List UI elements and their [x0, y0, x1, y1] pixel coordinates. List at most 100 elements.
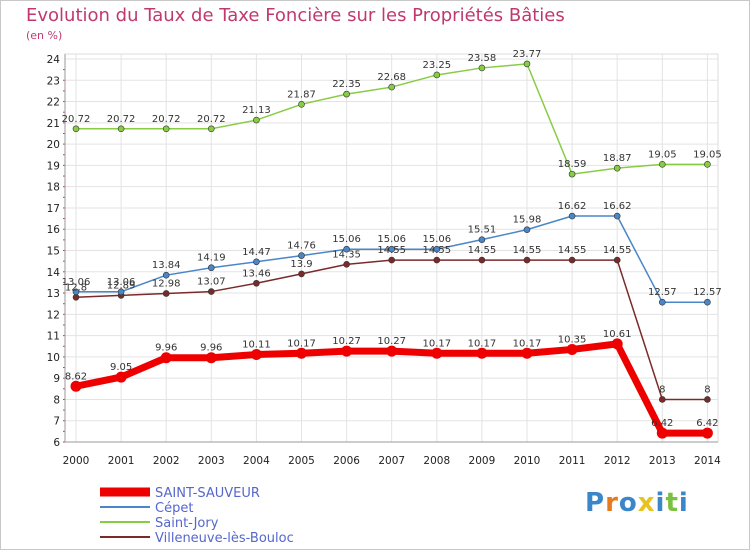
data-label: 9.96: [200, 343, 222, 354]
data-label: 14.19: [197, 253, 226, 264]
legend-label: Villeneuve-lès-Bouloc: [155, 531, 294, 546]
data-label: 19.05: [648, 149, 677, 160]
data-label: 13.9: [290, 259, 312, 270]
data-point: [613, 256, 621, 264]
x-tick-label: 2000: [63, 455, 90, 467]
data-label: 12.89: [107, 280, 136, 291]
y-tick-label: 15: [47, 246, 60, 258]
legend-label: SAINT-SAUVEUR: [155, 486, 260, 501]
data-label: 15.06: [377, 234, 406, 245]
data-label: 21.87: [287, 89, 316, 100]
data-point: [704, 396, 711, 403]
data-label: 20.72: [152, 114, 181, 125]
logo-letter: i: [678, 488, 689, 518]
data-point: [521, 347, 533, 359]
y-tick-label: 10: [47, 352, 60, 364]
data-label: 14.55: [603, 245, 632, 256]
data-point: [388, 256, 396, 264]
data-point: [162, 290, 170, 297]
y-tick-label: 16: [47, 224, 61, 236]
data-label: 13.07: [197, 277, 226, 288]
data-point: [386, 345, 398, 357]
logo-letter: P: [585, 488, 606, 518]
y-tick-label: 9: [53, 373, 60, 385]
logo-letter: o: [618, 488, 638, 518]
data-point: [296, 347, 307, 359]
y-tick-label: 19: [47, 160, 60, 172]
data-point: [341, 345, 353, 357]
proxiti-logo: Proxiti: [585, 488, 689, 518]
data-label: 13.06: [62, 277, 91, 288]
data-point: [388, 245, 396, 253]
data-label: 10.27: [332, 336, 361, 347]
y-tick-label: 21: [47, 118, 60, 130]
data-label: 8: [659, 384, 665, 395]
logo-letter: i: [655, 488, 666, 518]
data-point: [523, 226, 531, 233]
data-point: [568, 256, 576, 264]
data-label: 14.55: [422, 245, 451, 256]
data-label: 23.77: [513, 49, 542, 60]
data-point: [250, 349, 262, 361]
y-tick-label: 13: [47, 288, 60, 300]
y-tick-label: 24: [47, 54, 61, 66]
data-label: 10.17: [422, 338, 451, 349]
legend-label: Cépet: [155, 501, 193, 516]
data-point: [476, 347, 488, 359]
x-tick-label: 2006: [333, 455, 360, 467]
data-label: 16.62: [603, 201, 632, 212]
data-point: [117, 125, 125, 133]
data-label: 14.55: [377, 245, 406, 256]
y-tick-label: 18: [47, 182, 60, 194]
data-point: [613, 212, 621, 220]
data-label: 10.17: [468, 338, 497, 349]
data-label: 23.25: [422, 60, 451, 71]
legend: SAINT-SAUVEURCépetSaint-JoryVilleneuve-l…: [100, 486, 294, 546]
data-point: [72, 288, 80, 296]
data-label: 14.55: [468, 245, 497, 256]
y-tick-label: 8: [53, 394, 60, 406]
y-tick-label: 22: [47, 97, 60, 109]
axes: 6 7 8 9 10 11 12 13 14 15 16 17 18 19 20 21 22 23 24 2000 20…: [47, 54, 721, 467]
x-tick-label: 2012: [604, 455, 631, 467]
data-label: 9.05: [110, 362, 132, 373]
data-label: 20.72: [107, 114, 136, 125]
data-label: 18.87: [603, 153, 632, 164]
data-point: [70, 380, 82, 392]
data-point: [72, 294, 80, 301]
data-label: 15.06: [332, 234, 361, 245]
y-tick-label: 6: [53, 437, 60, 449]
data-point: [523, 256, 531, 264]
data-point: [613, 164, 621, 172]
data-point: [611, 338, 623, 350]
data-label: 14.35: [332, 249, 361, 260]
data-point: [117, 288, 125, 296]
x-tick-label: 2007: [378, 455, 405, 467]
x-tick-label: 2013: [649, 455, 676, 467]
data-point: [433, 71, 441, 79]
logo-letter: x: [637, 488, 656, 518]
data-label: 18.59: [558, 159, 587, 170]
data-point: [208, 264, 215, 272]
data-label: 23.58: [468, 53, 497, 64]
data-point: [658, 161, 666, 168]
data-point: [72, 125, 80, 133]
x-tick-label: 2010: [514, 455, 541, 467]
data-point: [478, 256, 486, 264]
data-point: [208, 125, 215, 133]
data-point: [208, 288, 215, 295]
x-tick-label: 2014: [694, 455, 721, 467]
data-point: [658, 298, 666, 306]
data-point: [298, 270, 305, 278]
data-label: 14.47: [242, 247, 271, 258]
legend-label: Saint-Jory: [155, 516, 219, 531]
data-point: [253, 258, 260, 266]
data-label: 12.57: [648, 287, 677, 298]
data-label: 15.51: [468, 225, 497, 236]
data-point: [701, 427, 713, 439]
data-label: 10.17: [287, 338, 316, 349]
data-label: 8.62: [65, 371, 87, 382]
data-point: [568, 170, 576, 178]
x-tick-label: 2005: [288, 455, 315, 467]
data-label: 13.84: [152, 260, 181, 271]
